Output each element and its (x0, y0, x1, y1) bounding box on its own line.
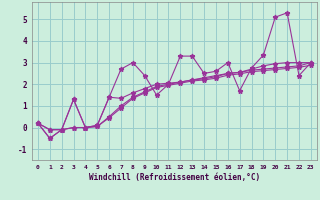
X-axis label: Windchill (Refroidissement éolien,°C): Windchill (Refroidissement éolien,°C) (89, 173, 260, 182)
